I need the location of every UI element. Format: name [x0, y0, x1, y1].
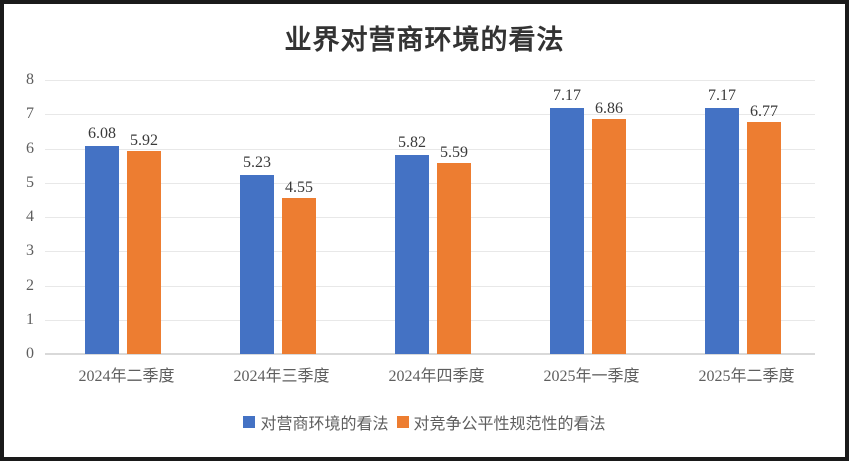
bar-0-1[interactable]: 5.23	[240, 154, 274, 354]
y-tick-label: 0	[26, 345, 34, 362]
legend-item-1[interactable]: 对竞争公平性规范性的看法	[396, 410, 606, 434]
bar-value-label: 7.17	[553, 87, 581, 105]
chart-title: 业界对营商环境的看法	[284, 25, 565, 55]
bar-0-2[interactable]: 5.82	[395, 134, 429, 354]
bar-value-label: 6.77	[750, 103, 778, 121]
bar-value-label: 4.55	[285, 179, 313, 197]
bar-group: 5.23 4.55	[204, 80, 359, 354]
bar-rect	[127, 151, 161, 354]
bar-value-label: 5.92	[130, 132, 158, 150]
y-tick-label: 7	[26, 105, 34, 123]
bar-1-1[interactable]: 4.55	[282, 179, 316, 354]
bar-value-label: 7.17	[708, 87, 736, 105]
bar-0-3[interactable]: 7.17	[550, 87, 584, 354]
chart-canvas: 业界对营商环境的看法 0 1 2 3 4 5 6 7 8 6.08 5.92 5.23 4.55 5.8…	[4, 4, 845, 457]
gridline-6	[45, 148, 815, 150]
gridline-2	[45, 285, 815, 287]
bar-group: 5.82 5.59	[359, 80, 514, 354]
gridline-4	[45, 217, 815, 218]
bar-rect	[592, 119, 626, 354]
bar-0-0[interactable]: 6.08	[85, 125, 119, 354]
gridline-3	[45, 251, 815, 253]
y-tick-label: 2	[26, 276, 34, 294]
bar-1-2[interactable]: 5.59	[437, 144, 471, 354]
bar-value-label: 6.86	[595, 100, 623, 118]
x-tick-label: 2025年一季度	[543, 368, 640, 385]
x-tick-label: 2024年二季度	[78, 368, 175, 385]
gridline-1	[45, 319, 815, 321]
bar-group: 7.17 6.86	[514, 80, 669, 354]
y-tick-label: 1	[26, 310, 34, 328]
bar-rect	[705, 108, 739, 354]
bar-value-label: 5.23	[243, 153, 271, 171]
y-tick-label: 4	[26, 208, 34, 225]
x-tick-label: 2025年二季度	[698, 368, 795, 385]
y-tick-label: 5	[26, 173, 34, 191]
legend-label: 对竞争公平性规范性的看法	[413, 416, 606, 433]
y-tick-label: 3	[26, 242, 34, 260]
bar-rect	[240, 174, 274, 354]
bars-layer: 6.08 5.92 5.23 4.55 5.82 5.59 7.17 6.86 7.17 6.77	[45, 80, 815, 354]
y-tick-label: 8	[26, 71, 34, 88]
gridline-7	[45, 114, 815, 116]
bar-1-4[interactable]: 6.77	[747, 103, 781, 354]
legend-swatch-icon	[243, 416, 256, 428]
bar-value-label: 5.59	[440, 143, 468, 161]
legend-label: 对营商环境的看法	[260, 416, 389, 433]
y-tick-label: 6	[26, 139, 34, 157]
x-axis-labels: 2024年二季度 2024年三季度 2024年四季度 2025年一季度 2025年二季度	[45, 362, 815, 390]
bar-1-0[interactable]: 5.92	[127, 132, 161, 354]
bar-rect	[395, 154, 429, 354]
gridline-0	[45, 353, 815, 355]
bar-value-label: 6.08	[88, 124, 116, 142]
gridline-8	[45, 80, 815, 81]
bar-rect	[282, 198, 316, 354]
x-tick-label: 2024年三季度	[233, 368, 330, 385]
legend-item-0[interactable]: 对营商环境的看法	[243, 410, 389, 434]
bar-group: 7.17 6.77	[669, 80, 824, 354]
bar-value-label: 5.82	[398, 133, 426, 151]
bar-rect	[747, 122, 781, 354]
gridline-5	[45, 182, 815, 184]
chart-legend: 对营商环境的看法 对竞争公平性规范性的看法	[4, 410, 845, 434]
bar-rect	[85, 145, 119, 354]
x-tick-label: 2024年四季度	[388, 368, 485, 385]
bar-rect	[550, 108, 584, 354]
bar-rect	[437, 162, 471, 354]
bar-group: 6.08 5.92	[49, 80, 204, 354]
bar-0-4[interactable]: 7.17	[705, 87, 739, 354]
legend-swatch-icon	[396, 416, 409, 428]
bar-1-3[interactable]: 6.86	[592, 100, 626, 354]
